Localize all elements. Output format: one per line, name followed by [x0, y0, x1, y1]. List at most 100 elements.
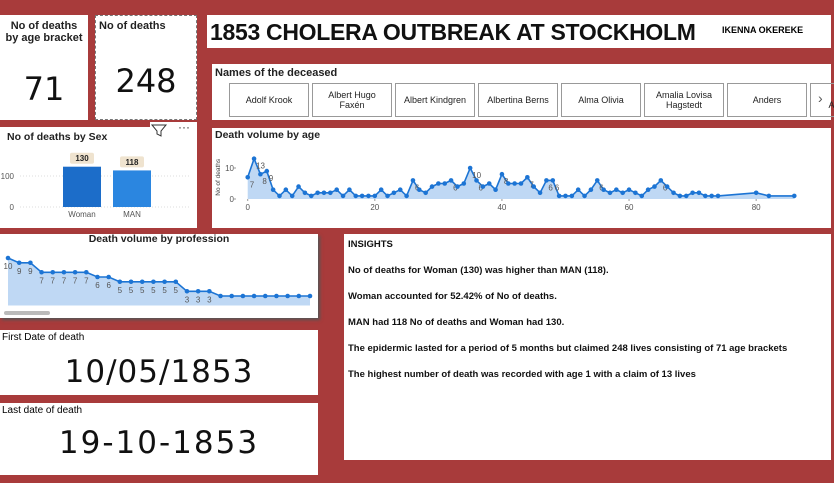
data-label: 7 [62, 276, 67, 285]
marker [283, 187, 289, 192]
marker [703, 193, 708, 199]
marker [296, 293, 302, 299]
marker [296, 184, 301, 189]
data-label: 9 [269, 174, 274, 183]
marker [499, 171, 505, 177]
marker [639, 193, 645, 199]
marker [429, 184, 435, 189]
name-button[interactable]: Anders [727, 83, 807, 117]
marker [61, 269, 67, 275]
marker [505, 181, 511, 186]
marker [480, 184, 486, 189]
scroll-arrow[interactable]: › [818, 90, 823, 106]
marker [72, 269, 78, 275]
data-label: 8 [504, 177, 509, 186]
filter-icon[interactable] [150, 124, 168, 137]
card: First Date of death 10/05/1853 [0, 330, 318, 395]
marker [683, 193, 689, 199]
marker [117, 279, 123, 285]
marker [229, 293, 235, 299]
marker [461, 181, 467, 186]
marker [607, 190, 613, 196]
marker [5, 255, 11, 261]
marker [658, 178, 664, 183]
data-label: 5 [151, 286, 156, 295]
card-value: 19-10-1853 [58, 425, 260, 461]
name-button[interactable]: Alma Olivia [561, 83, 641, 117]
marker [307, 293, 313, 299]
data-label: 5 [140, 286, 145, 295]
marker [251, 156, 257, 161]
area [247, 158, 795, 199]
marker [455, 184, 460, 189]
marker [397, 187, 403, 192]
marker [162, 279, 167, 285]
x-tick-label: 40 [497, 203, 506, 212]
name-button[interactable]: Albert Hugo Faxén [312, 83, 392, 117]
marker [378, 187, 384, 192]
header: 1853 CHOLERA OUTBREAK AT STOCKHOLM IKENN… [207, 15, 831, 48]
name-button[interactable]: Adolf Krook [229, 83, 309, 117]
x-tick-label: MAN [123, 210, 141, 219]
data-label: 7 [73, 276, 78, 285]
marker [315, 190, 320, 196]
marker [264, 168, 270, 174]
name-button[interactable]: Anders Andersson [810, 83, 834, 117]
chart-title: No of deaths by Sex [7, 131, 108, 143]
x-tick-label: Woman [68, 210, 95, 219]
marker [633, 190, 638, 196]
chart-title: Death volume by profession [89, 234, 230, 245]
marker [302, 190, 308, 196]
name-button[interactable]: Amalia Lovisa Hagstedt [644, 83, 724, 117]
insights: INSIGHTS No of deaths for Woman (130) wa… [344, 234, 831, 460]
data-label: 5 [129, 286, 134, 295]
marker [556, 193, 562, 199]
scrollbar[interactable] [4, 311, 50, 315]
marker [690, 190, 695, 196]
insight: MAN had 118 No of deaths and Woman had 1… [348, 317, 565, 328]
marker [715, 193, 721, 199]
marker [575, 187, 581, 192]
marker [372, 193, 378, 199]
marker [83, 269, 89, 275]
value-label: 130 [75, 154, 89, 163]
insights-title: INSIGHTS [348, 239, 393, 250]
marker [582, 193, 587, 199]
icons: ··· [150, 120, 190, 137]
name-button[interactable]: Albertina Berns [478, 83, 558, 117]
marker [448, 178, 454, 183]
marker [512, 181, 517, 186]
label-bg [70, 152, 94, 164]
marker [410, 178, 416, 183]
data-label: 6 [599, 183, 604, 192]
data-label: 10 [4, 262, 13, 271]
name-button[interactable]: Albert Kindgren [395, 83, 475, 117]
marker [195, 288, 201, 294]
data-label: 3 [185, 295, 190, 304]
marker [353, 193, 359, 199]
slicer-title: Names of the deceased [215, 67, 338, 79]
marker [274, 293, 279, 299]
panel: No of deaths by Sex 0 100 130 Woman 118 MAN [0, 127, 197, 228]
data-label: 7 [51, 276, 56, 285]
marker [289, 193, 295, 199]
marker [531, 184, 537, 189]
marker [28, 260, 33, 266]
data-label: 9 [17, 267, 22, 276]
marker [493, 187, 498, 192]
marker [404, 193, 409, 199]
marker [218, 293, 223, 299]
more-icon[interactable]: ··· [178, 120, 190, 134]
data-label: 7 [84, 276, 89, 285]
marker [151, 279, 156, 285]
line [7, 257, 310, 297]
data-label: 5 [162, 286, 167, 295]
data-label: 9 [28, 267, 33, 276]
marker [696, 190, 702, 196]
marker [442, 181, 448, 186]
card-label: Last date of death [2, 405, 83, 416]
marker [258, 171, 263, 177]
y-tick-label: 10 [225, 164, 234, 173]
data-label: 3 [207, 295, 212, 304]
